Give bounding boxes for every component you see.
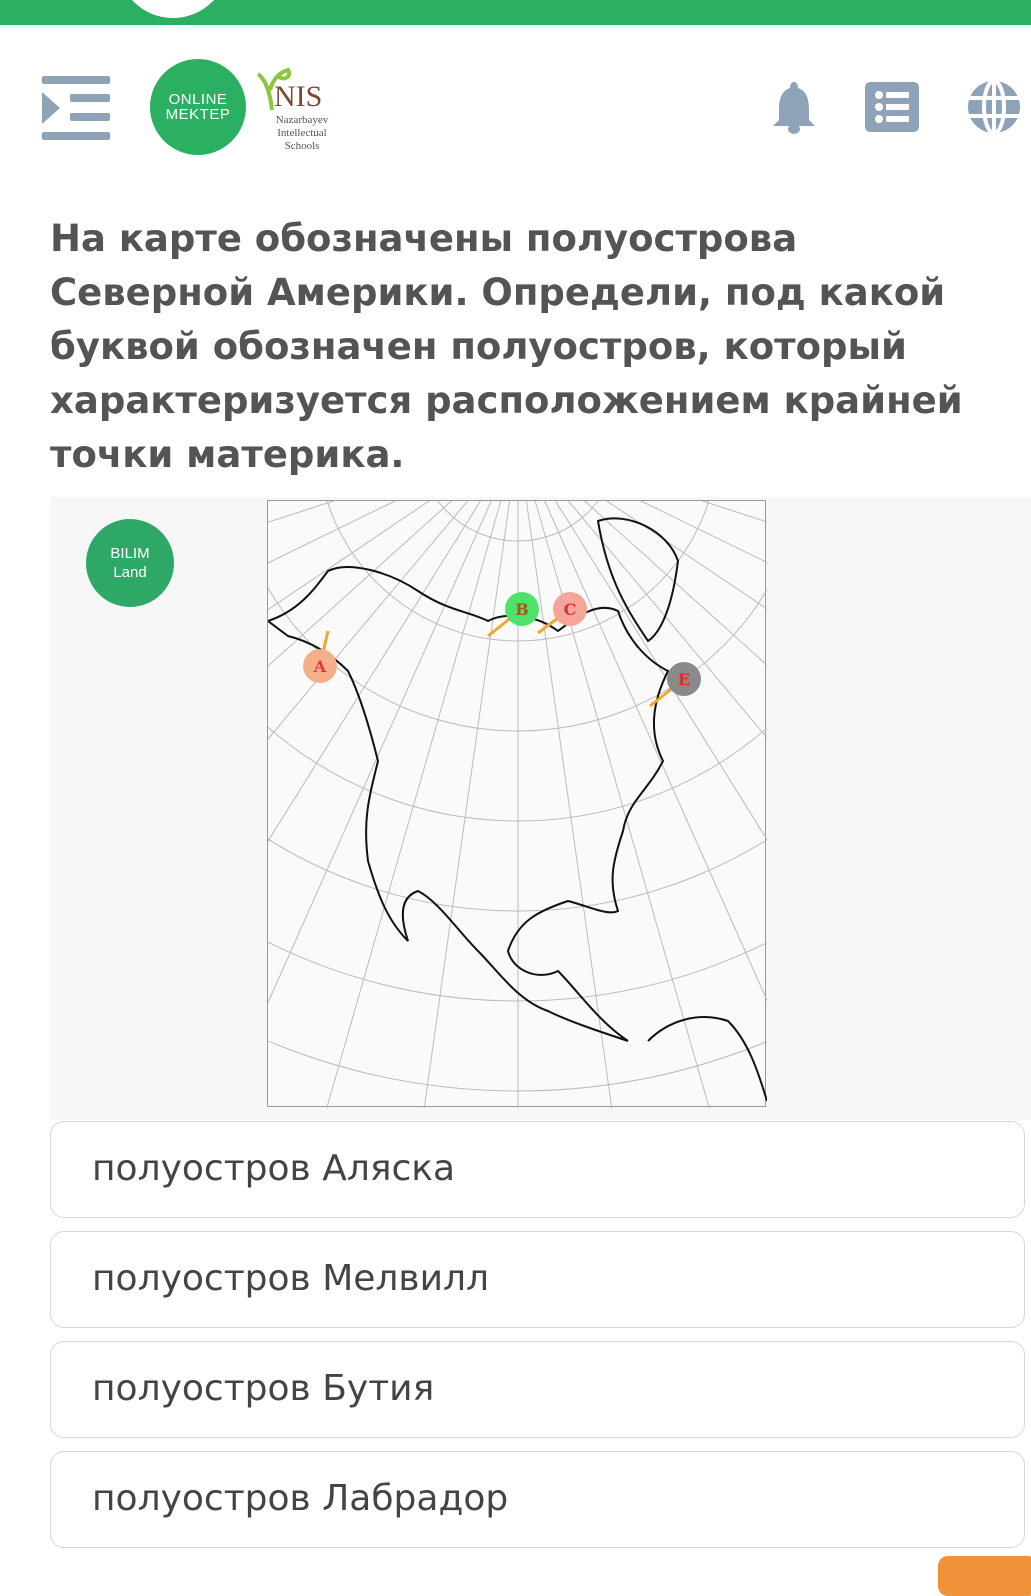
nis-logo: NIS Nazarbayev Intellectual Schools	[252, 62, 342, 157]
menu-icon[interactable]	[42, 76, 110, 140]
logo-text: Land	[113, 564, 147, 581]
nis-subtitle-line: Intellectual	[277, 127, 327, 139]
question-text: На карте обозначены полуострова Северной…	[50, 217, 963, 476]
bilimland-logo: BILIM Land	[86, 519, 174, 607]
globe-icon[interactable]	[966, 80, 1022, 134]
meridian-line	[269, 440, 519, 1307]
meridian-line	[0, 440, 519, 533]
marker-A[interactable]	[303, 649, 337, 683]
answer-option[interactable]: полуостров Лабрадор	[50, 1451, 1025, 1548]
meridian-line	[517, 440, 1031, 788]
meridian-line	[0, 440, 519, 909]
meridian-line	[517, 440, 644, 1333]
meridian-line	[517, 440, 1031, 1054]
nis-subtitle-line: Schools	[284, 140, 320, 152]
option-label: полуостров Аляска	[92, 1148, 456, 1189]
bell-icon[interactable]	[769, 80, 819, 134]
logo-text: BILIM	[110, 545, 150, 562]
meridian-line	[40, 440, 519, 1205]
option-label: полуостров Лабрадор	[92, 1478, 509, 1519]
answer-option[interactable]: полуостров Мелвилл	[50, 1231, 1025, 1328]
meridian-line	[517, 440, 996, 1205]
marker-label: A	[313, 657, 327, 676]
south-america-outline	[647, 1016, 768, 1102]
nis-subtitle-line: Nazarbayev	[275, 114, 329, 126]
marker-C[interactable]	[553, 592, 587, 626]
logo-text: ONLINE	[168, 91, 228, 108]
map-image: A B C E	[0, 0, 1031, 1341]
answer-option[interactable]: полуостров Бутия	[50, 1341, 1025, 1438]
sprout-icon	[256, 67, 291, 111]
north-america-map: A B C E	[0, 0, 1031, 1341]
meridian-line	[517, 440, 1031, 532]
meridian-line	[517, 440, 1031, 692]
marker-label: B	[515, 600, 529, 619]
marker-label: C	[564, 600, 577, 619]
marker-E[interactable]	[667, 662, 701, 696]
meridian-line	[392, 440, 519, 1333]
meridian-line	[151, 440, 519, 1264]
meridian-line	[517, 440, 1031, 904]
logo-text: MEKTEP	[165, 106, 231, 123]
answer-option[interactable]: полуостров Аляска	[50, 1121, 1025, 1218]
greenland-outline	[596, 517, 680, 643]
option-label: полуостров Бутия	[92, 1368, 435, 1409]
list-icon[interactable]	[865, 82, 919, 132]
meridian-line	[517, 440, 767, 1307]
marker-label: E	[678, 670, 690, 689]
marker-B[interactable]	[505, 592, 539, 626]
meridian-line	[0, 440, 519, 1060]
meridian-line	[517, 440, 885, 1264]
online-mektep-logo[interactable]: ONLINE MEKTEP	[150, 59, 246, 155]
coastline	[265, 566, 670, 1042]
option-label: полуостров Мелвилл	[92, 1258, 490, 1299]
nis-title: NIS	[274, 80, 323, 113]
next-button[interactable]	[938, 1556, 1031, 1596]
nis-subtitle: Nazarbayev Intellectual Schools	[262, 114, 342, 153]
